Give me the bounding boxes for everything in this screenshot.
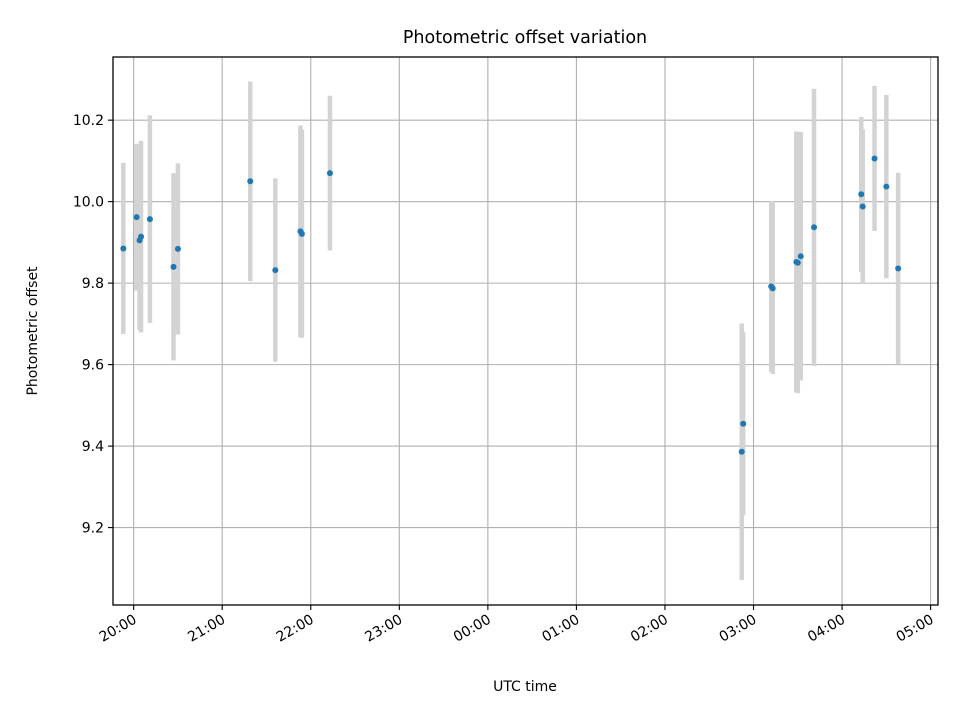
- data-point: [133, 214, 140, 221]
- data-point: [138, 233, 145, 240]
- data-point: [794, 259, 801, 266]
- data-point: [797, 253, 804, 260]
- chart-title: Photometric offset variation: [403, 28, 647, 48]
- data-point: [170, 263, 177, 270]
- y-tick-label: 9.6: [82, 358, 104, 374]
- data-point: [871, 155, 878, 162]
- data-point: [895, 265, 902, 272]
- data-point: [883, 183, 890, 190]
- y-axis-label: Photometric offset: [25, 266, 41, 396]
- data-point: [859, 203, 866, 210]
- data-point: [769, 285, 776, 292]
- data-points: [120, 155, 902, 455]
- data-point: [247, 178, 254, 185]
- data-point: [298, 230, 305, 237]
- data-point: [858, 191, 865, 198]
- data-point: [740, 420, 747, 427]
- y-tick-label: 9.8: [82, 276, 104, 292]
- data-point: [174, 245, 181, 252]
- data-point: [738, 448, 745, 455]
- data-point: [326, 170, 333, 177]
- y-tick-label: 10.0: [73, 195, 104, 211]
- data-point: [272, 267, 279, 274]
- y-tick-label: 9.4: [82, 439, 104, 455]
- x-axis-label: UTC time: [493, 679, 557, 695]
- y-axis-ticks: 9.2 9.4 9.6 9.8 10.0 10.2: [73, 113, 113, 537]
- plot-area-frame: [112, 56, 939, 606]
- data-point: [811, 224, 818, 231]
- data-point: [120, 245, 127, 252]
- y-tick-label: 10.2: [73, 113, 104, 129]
- data-point: [146, 216, 153, 223]
- y-tick-label: 9.2: [82, 521, 104, 537]
